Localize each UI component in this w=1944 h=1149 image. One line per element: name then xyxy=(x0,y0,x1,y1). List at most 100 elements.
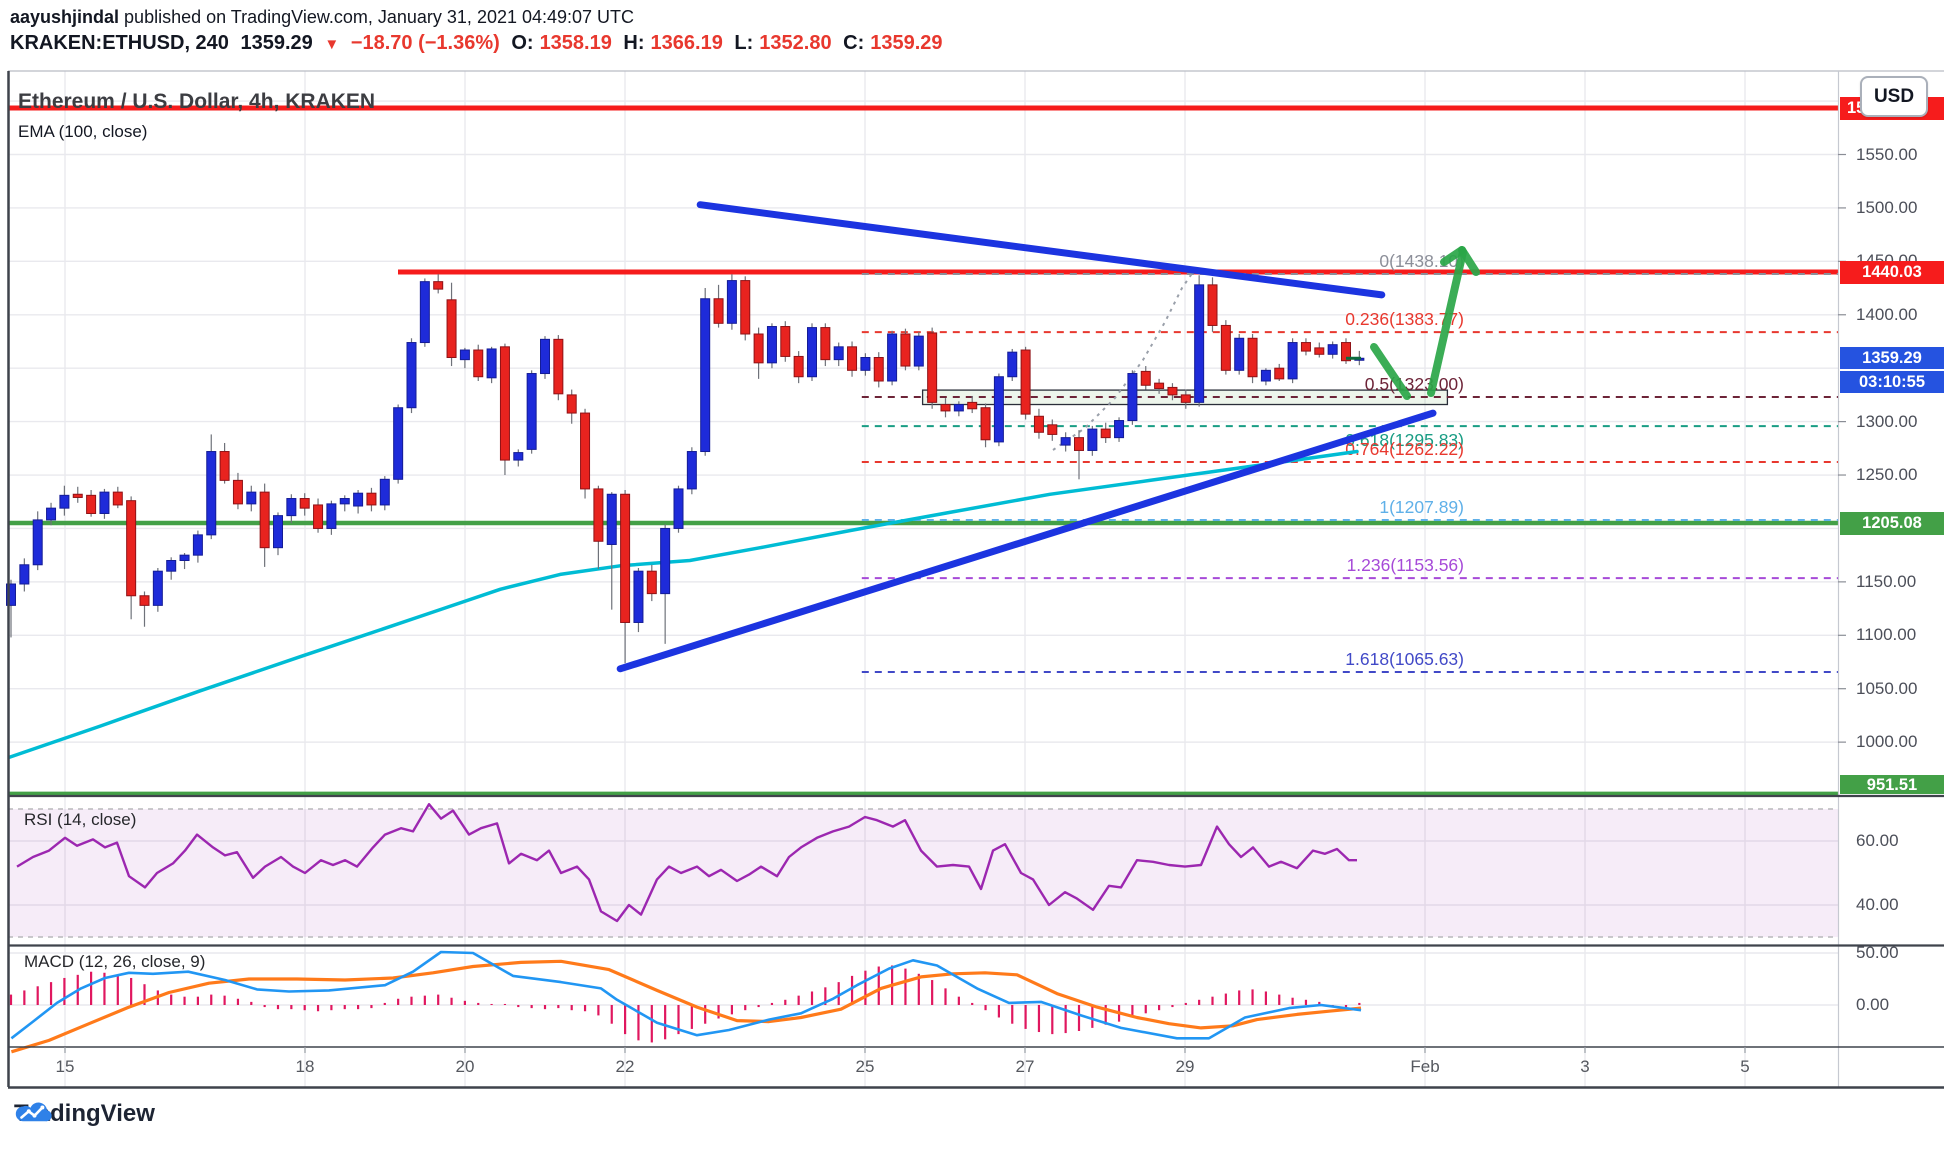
candle-down xyxy=(473,349,484,378)
open-label: O: xyxy=(511,32,534,54)
candle-down xyxy=(900,333,911,367)
low-label: L: xyxy=(734,32,754,54)
candle-down xyxy=(366,492,377,506)
candle-up xyxy=(633,570,644,623)
open-value: 1358.19 xyxy=(539,32,612,54)
candle-up xyxy=(1234,337,1245,371)
candle-down xyxy=(646,570,657,595)
fib-level-label: 0(1438.10) xyxy=(1379,251,1464,271)
candle-up xyxy=(486,348,497,379)
candle-up xyxy=(913,335,924,367)
candle-up xyxy=(379,478,390,506)
candle-down xyxy=(793,355,804,378)
macd-signal-line xyxy=(10,959,1362,1054)
candle-down xyxy=(566,394,577,414)
candle-down xyxy=(820,327,831,361)
candle-down xyxy=(620,493,631,623)
price-change: −18.70 (−1.36%) xyxy=(350,32,500,54)
fib-level-label: 1.236(1153.56) xyxy=(1347,555,1464,575)
close-label: C: xyxy=(843,32,865,54)
candle-up xyxy=(286,498,297,517)
candle-down xyxy=(1100,428,1111,439)
candle-down xyxy=(1154,382,1165,389)
rsi-band xyxy=(8,809,1838,937)
fib-level-label: 1(1207.89) xyxy=(1379,497,1464,517)
candle-down xyxy=(1074,437,1084,451)
author-name: aayushjindal xyxy=(10,7,120,27)
projection-arrow xyxy=(1427,248,1467,397)
high-value: 1366.19 xyxy=(650,32,723,54)
candle-up xyxy=(726,280,737,324)
candle-up xyxy=(1194,284,1205,403)
candle-up xyxy=(192,534,203,556)
candle-up xyxy=(6,583,16,606)
candle-up xyxy=(606,493,617,545)
candle-up xyxy=(700,298,711,453)
candle-up xyxy=(1087,428,1098,451)
quote-line: KRAKEN:ETHUSD, 240 1359.29 ▼ −18.70 (−1.… xyxy=(10,32,949,55)
candle-down xyxy=(593,488,604,542)
projection-arrow xyxy=(1458,246,1480,276)
candle-up xyxy=(1287,342,1298,380)
candle-up xyxy=(807,327,817,378)
candle-up xyxy=(419,281,430,344)
published-text: published on TradingView.com, January 31… xyxy=(119,7,635,27)
candle-up xyxy=(32,519,43,566)
close-value: 1359.29 xyxy=(870,32,943,54)
candle-up xyxy=(993,376,1004,443)
candle-down xyxy=(873,357,884,382)
candle-up xyxy=(246,491,257,505)
fib-level-label: 0.618(1295.83) xyxy=(1345,430,1464,450)
candle-up xyxy=(1260,369,1271,382)
candle-up xyxy=(166,560,177,572)
macd-line xyxy=(10,950,1362,1040)
candle-up xyxy=(339,498,350,505)
fib-level-label: 0.236(1383.77) xyxy=(1345,309,1464,329)
currency-toggle-button[interactable]: USD xyxy=(1860,76,1928,117)
candle-down xyxy=(1167,386,1178,396)
symbol-label: KRAKEN:ETHUSD, 240 xyxy=(10,32,229,54)
candle-up xyxy=(59,494,70,509)
candle-up xyxy=(887,333,898,382)
candle-up xyxy=(326,503,337,529)
candle-down xyxy=(753,333,764,364)
candle-down xyxy=(580,412,591,490)
candle-up xyxy=(660,527,671,595)
candle-down xyxy=(1140,370,1151,386)
candle-down xyxy=(1247,337,1258,378)
candle-down xyxy=(86,494,97,514)
fib-level-label: 0.764(1262.22) xyxy=(1345,439,1464,459)
candle-up xyxy=(353,492,364,507)
candle-up xyxy=(406,342,417,409)
candle-down xyxy=(1274,367,1285,380)
candle-up xyxy=(1060,437,1071,446)
candle-down xyxy=(126,500,137,597)
candle-down xyxy=(112,491,123,506)
candle-up xyxy=(273,515,283,549)
candle-up xyxy=(1327,344,1338,355)
candle-up xyxy=(206,451,217,536)
candle-down xyxy=(927,332,938,403)
candle-up xyxy=(19,564,30,585)
candle-up xyxy=(513,452,524,461)
candle-down xyxy=(980,407,991,441)
last-price: 1359.29 xyxy=(240,32,313,54)
candle-up xyxy=(46,507,57,521)
candle-up xyxy=(673,488,684,529)
candle-up xyxy=(833,346,844,361)
low-value: 1352.80 xyxy=(759,32,832,54)
candle-down xyxy=(232,479,243,505)
candle-down xyxy=(740,280,751,335)
candle-up xyxy=(152,570,163,606)
candle-down xyxy=(713,298,724,324)
fib-level-label: 1.618(1065.63) xyxy=(1345,649,1464,669)
candle-up xyxy=(766,326,777,364)
candle-down xyxy=(847,346,858,371)
candle-down xyxy=(1033,415,1044,433)
candle-down xyxy=(72,493,83,498)
candle-down xyxy=(940,404,951,412)
candle-down xyxy=(313,504,324,529)
high-label: H: xyxy=(623,32,645,54)
